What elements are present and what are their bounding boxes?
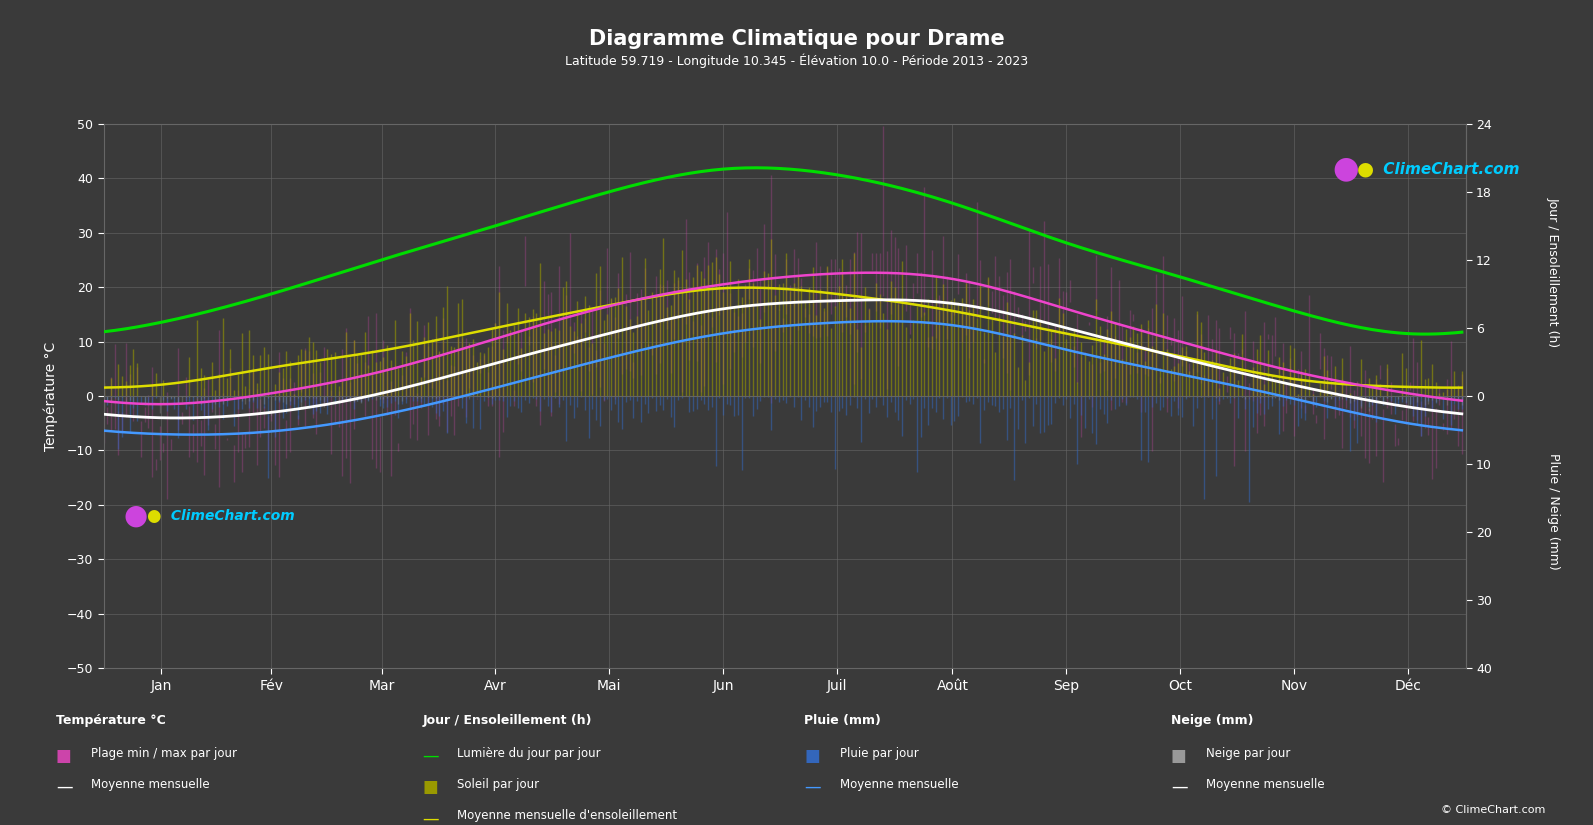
Text: Neige par jour: Neige par jour bbox=[1206, 747, 1290, 760]
Text: —: — bbox=[804, 778, 820, 796]
Text: —: — bbox=[422, 747, 438, 765]
Text: ClimeChart.com: ClimeChart.com bbox=[1378, 162, 1520, 177]
Text: Température °C: Température °C bbox=[56, 714, 166, 727]
Text: ■: ■ bbox=[422, 778, 438, 796]
Text: Moyenne mensuelle: Moyenne mensuelle bbox=[840, 778, 957, 791]
Text: Pluie par jour: Pluie par jour bbox=[840, 747, 918, 760]
Text: —: — bbox=[56, 778, 72, 796]
Text: ●: ● bbox=[123, 502, 148, 530]
Text: ●: ● bbox=[1357, 159, 1373, 179]
Text: Lumière du jour par jour: Lumière du jour par jour bbox=[457, 747, 601, 760]
Text: ■: ■ bbox=[804, 747, 820, 765]
Text: Diagramme Climatique pour Drame: Diagramme Climatique pour Drame bbox=[589, 29, 1004, 49]
Text: © ClimeChart.com: © ClimeChart.com bbox=[1440, 805, 1545, 815]
Text: Pluie / Neige (mm): Pluie / Neige (mm) bbox=[1547, 453, 1560, 570]
Text: ■: ■ bbox=[1171, 747, 1187, 765]
Text: Moyenne mensuelle d'ensoleillement: Moyenne mensuelle d'ensoleillement bbox=[457, 809, 677, 823]
Text: —: — bbox=[1171, 778, 1187, 796]
Text: —: — bbox=[422, 809, 438, 825]
Text: Pluie (mm): Pluie (mm) bbox=[804, 714, 881, 727]
Text: ●: ● bbox=[145, 507, 161, 525]
Text: ■: ■ bbox=[56, 747, 72, 765]
Text: Moyenne mensuelle: Moyenne mensuelle bbox=[1206, 778, 1324, 791]
Y-axis label: Température °C: Température °C bbox=[43, 342, 59, 450]
Text: Neige (mm): Neige (mm) bbox=[1171, 714, 1254, 727]
Text: Moyenne mensuelle: Moyenne mensuelle bbox=[91, 778, 209, 791]
Text: Jour / Ensoleillement (h): Jour / Ensoleillement (h) bbox=[422, 714, 591, 727]
Text: Jour / Ensoleillement (h): Jour / Ensoleillement (h) bbox=[1547, 197, 1560, 347]
Text: Plage min / max par jour: Plage min / max par jour bbox=[91, 747, 237, 760]
Text: Latitude 59.719 - Longitude 10.345 - Élévation 10.0 - Période 2013 - 2023: Latitude 59.719 - Longitude 10.345 - Élé… bbox=[566, 54, 1027, 68]
Text: Soleil par jour: Soleil par jour bbox=[457, 778, 540, 791]
Text: ClimeChart.com: ClimeChart.com bbox=[166, 509, 295, 522]
Text: ●: ● bbox=[1333, 154, 1359, 184]
